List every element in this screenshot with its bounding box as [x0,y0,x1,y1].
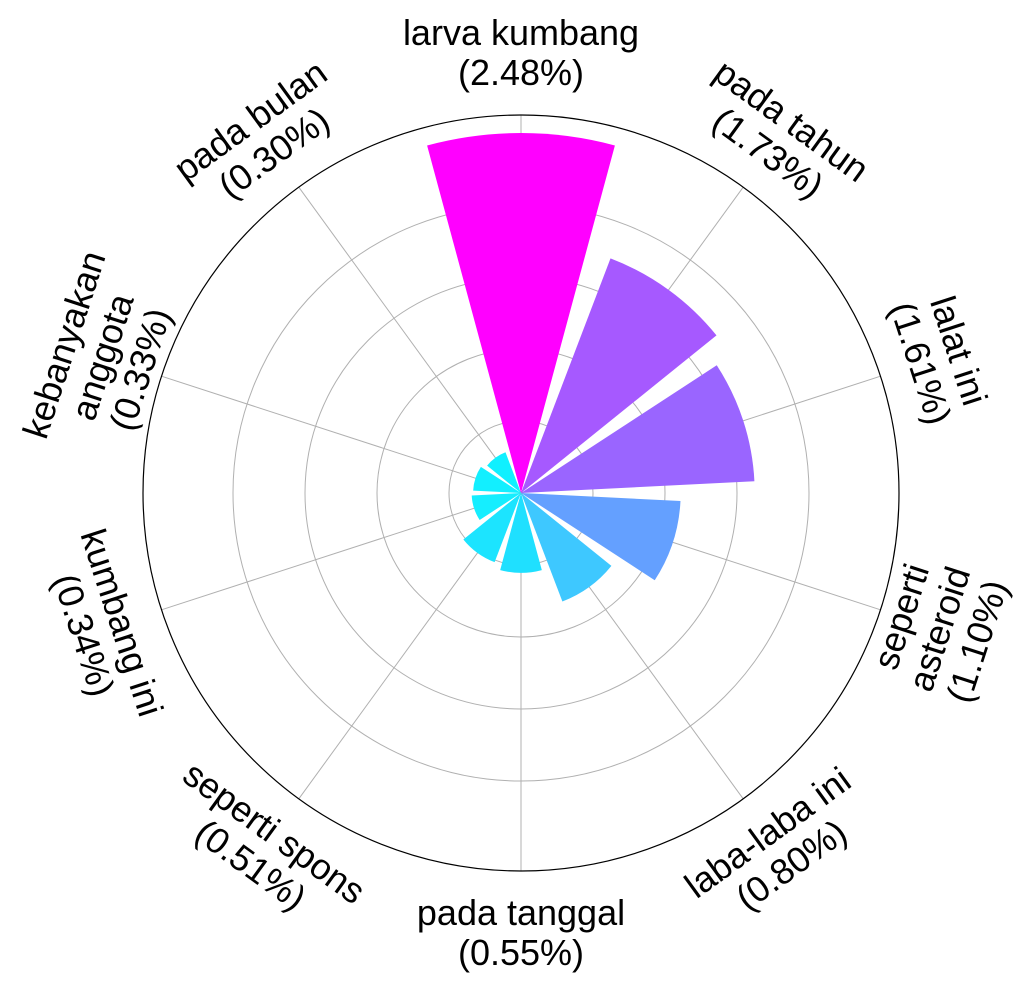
category-label-6: pada tanggal (0.55%) [417,892,625,973]
category-label-text: pada tahun(1.73%) [683,51,876,222]
category-label-5: laba-laba ini(0.80%) [677,759,882,939]
category-label-line: (0.55%) [458,932,584,973]
category-label-line: pada tanggal [417,892,625,933]
bar-1 [427,132,615,493]
category-label-text: sepertiasteroid(1.10%) [862,549,1017,708]
bar-8 [471,493,521,520]
bar-6 [500,493,542,573]
grid-spoke-10 [298,186,522,494]
grid-spoke-8 [161,492,522,611]
category-label-10: pada bulan(0.30%) [166,51,358,221]
polar-frame [142,114,900,872]
category-label-text: lalat ini(1.61%) [882,284,998,429]
category-label-4: sepertiasteroid(1.10%) [862,549,1017,708]
category-label-text: pada tanggal (0.55%) [417,892,625,973]
bar-10 [487,452,521,493]
bar-layer [427,132,755,602]
category-label-text: larva kumbang (2.48%) [403,12,639,93]
frame-layer [142,114,900,872]
category-label-text: laba-laba ini(0.80%) [677,759,882,939]
bar-5 [521,493,612,602]
category-label-9: kebanyakananggota(0.33%) [15,246,190,468]
bar-2 [521,258,717,493]
category-label-text: pada bulan(0.30%) [166,51,358,221]
category-label-3: lalat ini(1.61%) [882,284,998,429]
category-label-2: pada tahun(1.73%) [683,51,876,222]
grid-spoke-9 [161,375,522,494]
category-label-text: kebanyakananggota(0.33%) [15,246,190,468]
bar-4 [521,493,681,581]
bar-3 [521,365,755,493]
category-label-text: seperti spons(0.51%) [152,753,373,944]
category-label-8: kumbang ini(0.34%) [35,524,172,734]
category-label-1: larva kumbang (2.48%) [403,12,639,93]
category-label-text: kumbang ini(0.34%) [35,524,172,734]
category-label-line: larva kumbang [403,12,639,53]
bar-9 [473,466,521,493]
category-label-7: seperti spons(0.51%) [152,753,373,944]
bar-7 [463,493,521,563]
category-label-line: (2.48%) [458,52,584,93]
